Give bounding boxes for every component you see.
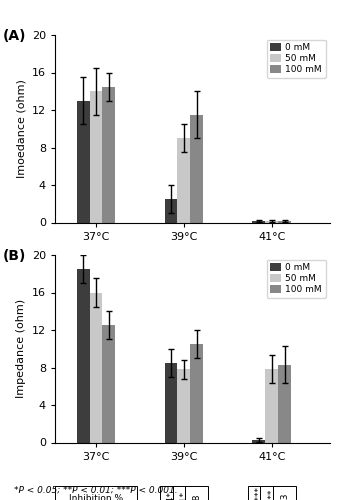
Bar — [252, 221, 265, 222]
Bar — [178, 370, 190, 442]
Bar — [278, 364, 291, 442]
Bar — [252, 440, 265, 442]
Bar — [103, 326, 115, 442]
Text: Inhibition %: Inhibition % — [69, 274, 123, 283]
Text: 22: 22 — [192, 273, 201, 284]
Bar — [278, 220, 291, 222]
Text: 54*: 54* — [166, 491, 175, 500]
Bar — [164, 363, 178, 442]
FancyBboxPatch shape — [160, 266, 182, 292]
Bar — [265, 221, 278, 222]
Bar — [190, 344, 203, 442]
Text: 98***: 98*** — [254, 486, 263, 500]
FancyBboxPatch shape — [273, 266, 296, 292]
Text: 51*: 51* — [179, 491, 189, 500]
FancyBboxPatch shape — [273, 486, 296, 500]
Bar — [77, 100, 89, 222]
Bar — [89, 292, 103, 442]
Text: 52**: 52** — [267, 488, 276, 500]
Text: *P < 0.05; **P < 0.01; ***P < 0.001.: *P < 0.05; **P < 0.01; ***P < 0.001. — [14, 486, 178, 495]
Bar — [164, 199, 178, 222]
FancyBboxPatch shape — [260, 486, 283, 500]
Text: 32: 32 — [179, 273, 189, 284]
Text: (A): (A) — [3, 30, 26, 44]
Text: 98**: 98** — [254, 268, 263, 289]
Bar — [77, 269, 89, 442]
Text: 33: 33 — [280, 493, 289, 500]
Legend: 0 mM, 50 mM, 100 mM: 0 mM, 50 mM, 100 mM — [267, 260, 326, 298]
Y-axis label: Imoedance (ohm): Imoedance (ohm) — [16, 80, 26, 178]
Legend: 0 mM, 50 mM, 100 mM: 0 mM, 50 mM, 100 mM — [267, 40, 326, 78]
Bar — [265, 370, 278, 442]
Bar — [89, 91, 103, 222]
FancyBboxPatch shape — [248, 486, 270, 500]
FancyBboxPatch shape — [173, 266, 195, 292]
FancyBboxPatch shape — [55, 266, 137, 292]
FancyBboxPatch shape — [173, 486, 195, 500]
Text: Inhibition %: Inhibition % — [69, 494, 123, 500]
FancyBboxPatch shape — [55, 486, 137, 500]
FancyBboxPatch shape — [260, 266, 283, 292]
Bar — [190, 114, 203, 222]
Text: 85*: 85* — [166, 271, 175, 287]
Text: 99**: 99** — [267, 268, 276, 289]
FancyBboxPatch shape — [248, 266, 270, 292]
FancyBboxPatch shape — [185, 486, 208, 500]
Bar — [178, 138, 190, 222]
Y-axis label: Impedance (ohm): Impedance (ohm) — [16, 299, 26, 398]
FancyBboxPatch shape — [185, 266, 208, 292]
Bar — [103, 86, 115, 222]
Text: 18: 18 — [192, 493, 201, 500]
FancyBboxPatch shape — [160, 486, 182, 500]
Text: 98**: 98** — [280, 268, 289, 289]
Text: (B): (B) — [3, 250, 26, 264]
